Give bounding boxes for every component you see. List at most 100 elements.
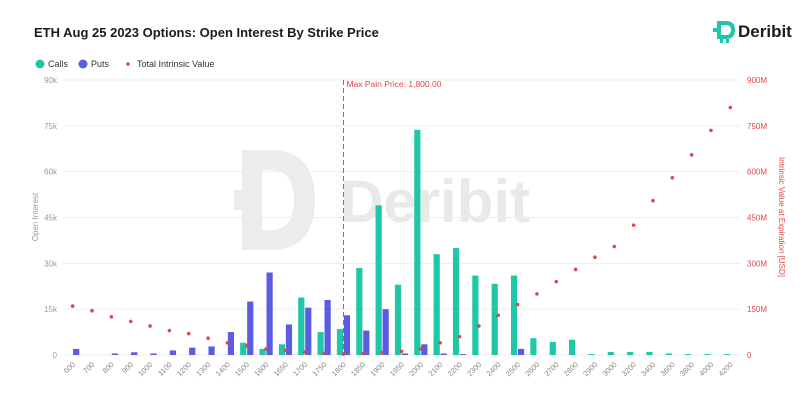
puts-bar	[305, 307, 312, 355]
y-right-tick-label: 600M	[747, 168, 767, 177]
x-tick-label: 600	[62, 360, 77, 375]
x-tick-label: 1900	[368, 360, 386, 378]
intrinsic-value-point	[438, 340, 442, 345]
intrinsic-value-point	[651, 198, 655, 203]
x-tick-label: 1800	[330, 360, 348, 378]
y-axis-right-title: Intrinsic Value at Expiration [USD]	[777, 157, 786, 277]
y-left-tick-label: 30k	[44, 259, 58, 268]
puts-bar	[440, 353, 447, 355]
legend-intrinsic-swatch	[126, 62, 130, 66]
watermark-logo-bar	[234, 190, 250, 210]
intrinsic-value-point	[496, 313, 501, 318]
x-tick-label: 2500	[504, 360, 522, 378]
x-tick-label: 1400	[214, 360, 232, 378]
y-left-tick-label: 45k	[44, 214, 58, 223]
calls-bar	[336, 329, 344, 355]
legend-puts-swatch	[78, 59, 88, 69]
calls-bar	[723, 354, 730, 355]
calls-bar	[646, 351, 653, 355]
x-tick-label: 2700	[542, 360, 560, 378]
x-tick-label: 1000	[136, 360, 154, 378]
calls-bar	[452, 248, 460, 355]
intrinsic-value-point	[612, 244, 617, 249]
intrinsic-value-point	[399, 349, 404, 354]
intrinsic-value-point	[573, 267, 578, 272]
y-left-tick-label: 0	[53, 351, 58, 360]
calls-bar	[588, 354, 595, 355]
max-pain-label: Max Pain Price: 1,800.00	[346, 79, 441, 89]
puts-bar	[266, 272, 273, 355]
intrinsic-value-point	[709, 128, 713, 133]
y-left-tick-label: 90k	[44, 76, 58, 85]
intrinsic-value-point	[302, 350, 307, 354]
x-tick-label: 1200	[175, 360, 193, 378]
x-tick-label: 2800	[562, 360, 580, 378]
x-tick-label: 2300	[465, 360, 483, 378]
intrinsic-value-point	[593, 255, 597, 260]
calls-bar	[530, 338, 537, 355]
legend-calls-label: Calls	[48, 59, 69, 69]
calls-bar	[472, 275, 479, 355]
intrinsic-value-point	[477, 324, 481, 328]
x-axis-ticks: 600 700 800 900 1000 1100 1200 1300 1400 1500 1600…	[62, 360, 735, 378]
deribit-logo-text: Deribit	[738, 22, 792, 41]
x-tick-label: 800	[101, 360, 116, 375]
y-axis-right-ticks: 0 150M 300M 450M 600M 750M 900M	[747, 76, 767, 360]
x-tick-label: 3400	[639, 360, 657, 378]
intrinsic-value-points	[70, 105, 733, 356]
puts-bar	[459, 354, 467, 355]
y-right-tick-label: 750M	[747, 122, 767, 131]
x-tick-label: 3600	[659, 360, 677, 378]
x-tick-label: 1950	[388, 360, 406, 378]
x-tick-label: 4200	[717, 360, 735, 378]
intrinsic-value-point	[554, 279, 559, 284]
max-pain-annotation: Max Pain Price: 1,800.00	[342, 79, 442, 355]
deribit-logo: Deribit	[713, 21, 792, 43]
x-tick-label: 1600	[252, 360, 270, 378]
x-tick-label: 1650	[272, 360, 290, 378]
intrinsic-value-point	[419, 347, 423, 351]
puts-bar	[285, 324, 293, 355]
puts-bar	[73, 348, 80, 355]
y-left-tick-label: 60k	[44, 168, 58, 177]
y-right-tick-label: 300M	[747, 259, 767, 268]
y-right-tick-label: 150M	[747, 305, 767, 314]
x-tick-label: 1850	[349, 360, 367, 378]
intrinsic-value-point	[380, 350, 384, 355]
puts-bar	[517, 348, 525, 355]
intrinsic-value-point	[70, 304, 75, 308]
x-tick-label: 1100	[156, 360, 174, 378]
legend: Calls Puts Total Intrinsic Value	[35, 59, 214, 69]
x-tick-label: 3800	[678, 360, 696, 378]
watermark-logo-icon	[242, 150, 315, 250]
calls-bar	[510, 275, 518, 355]
calls-bar	[356, 267, 363, 355]
x-tick-label: 1750	[310, 360, 328, 378]
x-tick-label: 3200	[620, 360, 638, 378]
intrinsic-value-point	[535, 292, 539, 296]
y-left-tick-label: 75k	[44, 122, 58, 131]
calls-bar	[665, 353, 672, 355]
intrinsic-value-point	[225, 340, 230, 345]
x-tick-label: 3000	[601, 360, 619, 378]
puts-bar	[382, 309, 389, 355]
y-axis-left-title: Open Interest	[31, 192, 40, 241]
calls-bar	[607, 351, 614, 355]
intrinsic-value-point	[457, 334, 462, 339]
intrinsic-value-point	[167, 328, 172, 333]
legend-puts-label: Puts	[91, 59, 110, 69]
x-tick-label: 2100	[426, 360, 444, 378]
puts-bar	[421, 344, 428, 355]
intrinsic-value-point	[515, 302, 520, 307]
deribit-logo-icon	[713, 21, 735, 43]
calls-bar	[685, 354, 692, 355]
intrinsic-value-point	[264, 347, 268, 351]
calls-bar	[568, 339, 576, 355]
intrinsic-value-point	[148, 324, 152, 328]
calls-bar	[549, 341, 556, 355]
intrinsic-value-point	[689, 153, 694, 157]
intrinsic-value-point	[206, 336, 210, 340]
legend-intrinsic-label: Total Intrinsic Value	[137, 59, 214, 69]
y-axis-left-ticks: 0 15k 30k 45k 60k 75k 90k	[44, 76, 58, 360]
puts-bar	[111, 353, 118, 355]
